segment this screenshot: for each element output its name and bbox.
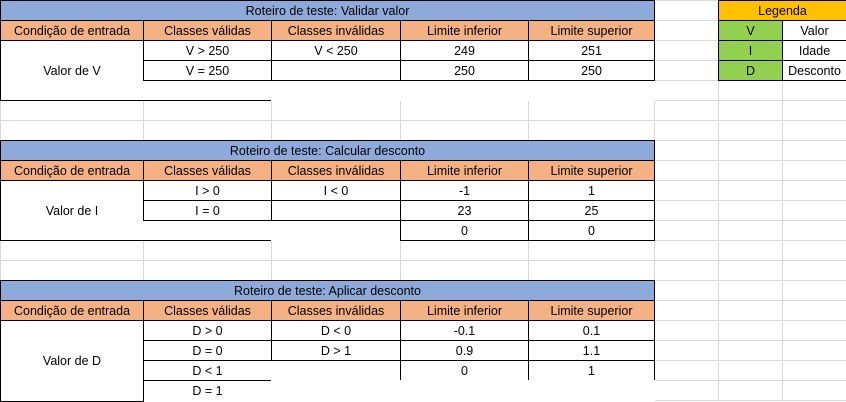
classes-validas-cell[interactable]: V = 250 <box>143 60 272 81</box>
table-title[interactable]: Roteiro de teste: Aplicar desconto <box>0 280 655 301</box>
limite-superior-cell[interactable] <box>528 380 655 401</box>
limite-superior-cell[interactable] <box>528 80 655 101</box>
classes-invalidas-cell[interactable] <box>271 60 401 81</box>
limite-inferior-cell[interactable]: 23 <box>400 200 529 221</box>
classes-invalidas-cell[interactable]: D < 0 <box>271 320 401 341</box>
classes-invalidas-cell[interactable] <box>271 360 401 381</box>
header-classes-validas[interactable]: Classes válidas <box>143 300 272 321</box>
limite-inferior-cell[interactable]: -1 <box>400 180 529 201</box>
header-classes-validas[interactable]: Classes válidas <box>143 20 272 41</box>
limite-inferior-cell[interactable]: 249 <box>400 40 529 61</box>
classes-invalidas-cell[interactable] <box>271 80 401 101</box>
limite-superior-cell[interactable]: 0 <box>528 220 655 241</box>
legend-key-cell[interactable]: I <box>718 40 783 61</box>
header-limite-superior[interactable]: Limite superior <box>528 300 655 321</box>
condition-cell[interactable]: Valor de I <box>0 180 144 241</box>
legend-value-cell[interactable]: Idade <box>782 40 846 61</box>
classes-invalidas-cell[interactable]: I < 0 <box>271 180 401 201</box>
legend-value-cell[interactable]: Valor <box>782 20 846 41</box>
header-classes-validas[interactable]: Classes válidas <box>143 160 272 181</box>
classes-validas-cell[interactable]: D = 0 <box>143 340 272 361</box>
header-limite-superior[interactable]: Limite superior <box>528 20 655 41</box>
legend-value-cell[interactable]: Desconto <box>782 60 846 81</box>
classes-validas-cell[interactable] <box>143 220 272 241</box>
classes-validas-cell[interactable]: I = 0 <box>143 200 272 221</box>
condition-cell[interactable]: Valor de D <box>0 320 144 402</box>
limite-superior-cell[interactable]: 251 <box>528 40 655 61</box>
classes-validas-cell[interactable] <box>143 80 272 101</box>
limite-inferior-cell[interactable]: 250 <box>400 60 529 81</box>
gridline-horizontal <box>0 120 846 121</box>
legend-title[interactable]: Legenda <box>718 0 846 21</box>
classes-invalidas-cell[interactable] <box>271 220 401 241</box>
limite-superior-cell[interactable]: 0.1 <box>528 320 655 341</box>
header-classes-invalidas[interactable]: Classes inválidas <box>271 300 401 321</box>
header-condicao-entrada[interactable]: Condição de entrada <box>0 20 144 41</box>
header-condicao-entrada[interactable]: Condição de entrada <box>0 160 144 181</box>
limite-inferior-cell[interactable]: 0 <box>400 220 529 241</box>
legend-key-cell[interactable]: D <box>718 60 783 81</box>
gridline-vertical <box>782 0 783 400</box>
legend-key-cell[interactable]: V <box>718 20 783 41</box>
header-classes-invalidas[interactable]: Classes inválidas <box>271 160 401 181</box>
classes-invalidas-cell[interactable] <box>271 380 401 401</box>
classes-validas-cell[interactable]: D < 1 <box>143 360 272 381</box>
limite-superior-cell[interactable]: 1 <box>528 180 655 201</box>
classes-invalidas-cell[interactable]: D > 1 <box>271 340 401 361</box>
limite-superior-cell[interactable]: 1 <box>528 360 655 381</box>
classes-validas-cell[interactable]: I > 0 <box>143 180 272 201</box>
gridline-horizontal <box>0 260 846 261</box>
limite-inferior-cell[interactable]: 0.9 <box>400 340 529 361</box>
header-condicao-entrada[interactable]: Condição de entrada <box>0 300 144 321</box>
classes-invalidas-cell[interactable] <box>271 200 401 221</box>
limite-superior-cell[interactable]: 250 <box>528 60 655 81</box>
header-limite-inferior[interactable]: Limite inferior <box>400 300 529 321</box>
limite-inferior-cell[interactable] <box>400 380 529 401</box>
classes-validas-cell[interactable]: V > 250 <box>143 40 272 61</box>
table-title[interactable]: Roteiro de teste: Validar valor <box>0 0 655 21</box>
limite-inferior-cell[interactable]: 0 <box>400 360 529 381</box>
limite-inferior-cell[interactable] <box>400 80 529 101</box>
limite-superior-cell[interactable]: 1.1 <box>528 340 655 361</box>
header-limite-inferior[interactable]: Limite inferior <box>400 20 529 41</box>
classes-validas-cell[interactable]: D = 1 <box>143 380 272 401</box>
gridline-vertical <box>718 0 719 400</box>
header-limite-inferior[interactable]: Limite inferior <box>400 160 529 181</box>
limite-superior-cell[interactable]: 25 <box>528 200 655 221</box>
header-classes-invalidas[interactable]: Classes inválidas <box>271 20 401 41</box>
header-limite-superior[interactable]: Limite superior <box>528 160 655 181</box>
classes-invalidas-cell[interactable]: V < 250 <box>271 40 401 61</box>
classes-validas-cell[interactable]: D > 0 <box>143 320 272 341</box>
condition-cell[interactable]: Valor de V <box>0 40 144 101</box>
limite-inferior-cell[interactable]: -0.1 <box>400 320 529 341</box>
table-title[interactable]: Roteiro de teste: Calcular desconto <box>0 140 655 161</box>
